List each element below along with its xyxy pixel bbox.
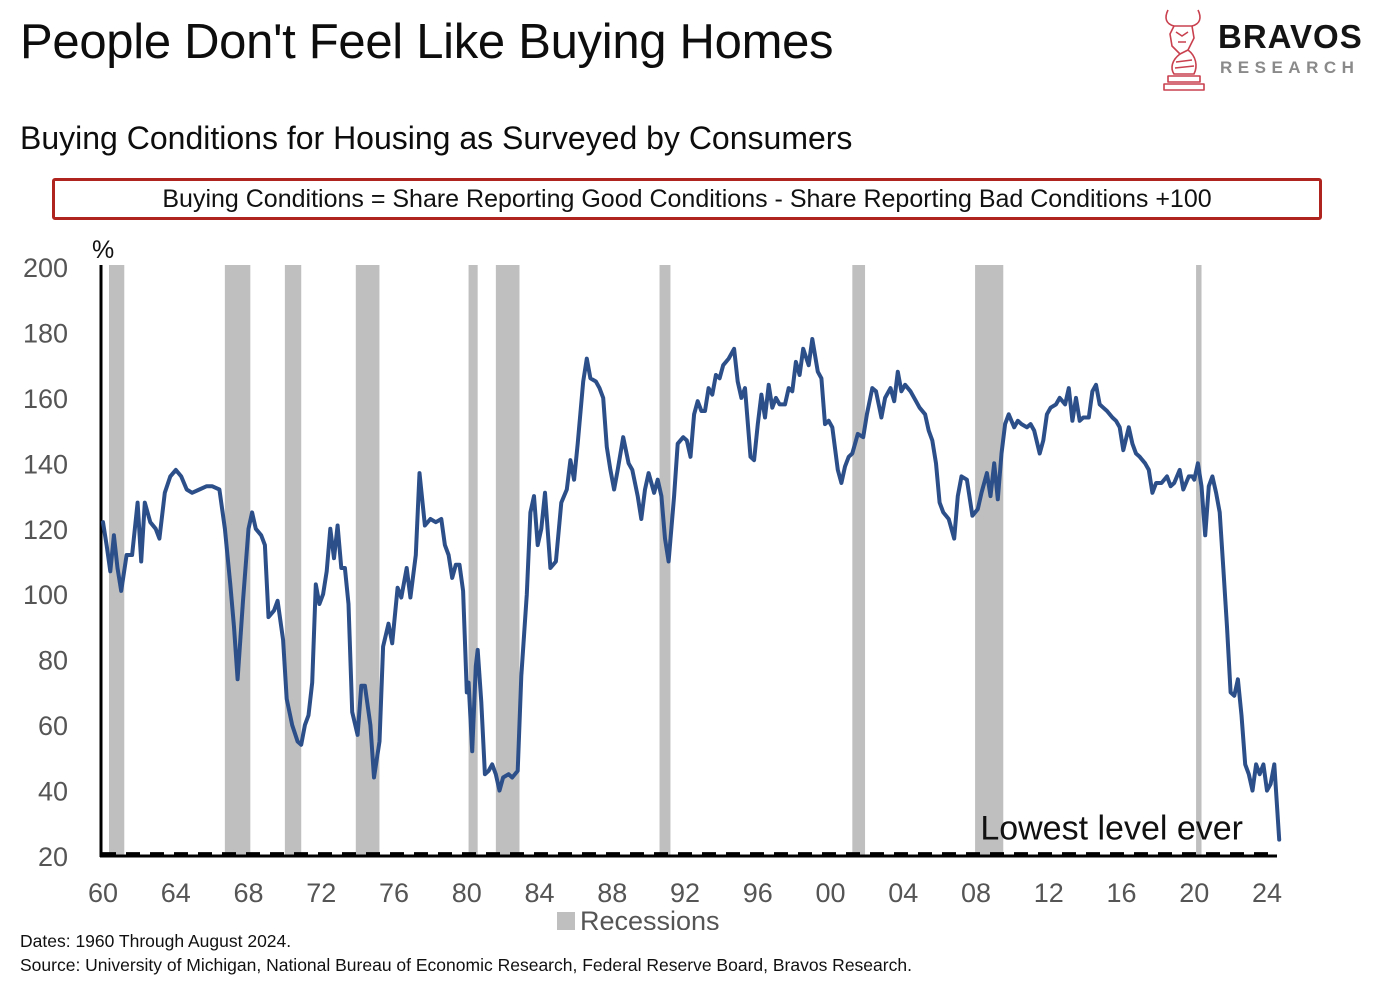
y-tick-label: 160 [23,384,68,414]
formula-text: Buying Conditions = Share Reporting Good… [162,184,1212,213]
x-tick-label: 88 [597,878,627,908]
x-tick-label: 72 [306,878,336,908]
recession-band [355,265,380,856]
y-tick-label: 60 [38,711,68,741]
legend-swatch-recessions [557,912,575,930]
recession-band [1196,265,1202,856]
y-unit-label: % [92,236,114,264]
footnote-dates: Dates: 1960 Through August 2024. [20,931,292,951]
y-tick-label: 180 [23,318,68,348]
formula-callout: Buying Conditions = Share Reporting Good… [52,178,1322,220]
x-tick-label: 24 [1252,878,1282,908]
footnote-source: Source: University of Michigan, National… [20,955,912,975]
y-tick-labels: 200 180 160 140 120 100 80 60 40 20 [23,253,68,872]
y-tick-label: 200 [23,253,68,283]
series-line [101,337,1282,842]
x-tick-label: 20 [1179,878,1209,908]
recession-band [284,265,302,856]
line-chart: 200 180 160 140 120 100 80 60 40 20 60 64 68 72 76 80 8… [23,236,1282,930]
x-tick-label: 84 [524,878,554,908]
x-tick-label: 60 [88,878,118,908]
brand-logo: BRAVOS RESEARCH [1158,6,1373,94]
x-tick-label: 96 [743,878,773,908]
recession-band [659,265,671,856]
y-tick-label: 140 [23,449,68,479]
recession-bands [109,265,1202,856]
chart-legend: Recessions [557,906,720,930]
legend-label-recessions: Recessions [580,906,720,930]
x-tick-label: 68 [233,878,263,908]
x-tick-label: 64 [161,878,191,908]
y-tick-label: 100 [23,580,68,610]
series-group [101,337,1282,842]
recession-band [468,265,478,856]
recession-band [495,265,520,856]
x-tick-label: 16 [1106,878,1136,908]
logo-wordmark: BRAVOS [1218,18,1363,55]
axes [99,265,1277,858]
x-tick-labels: 60 64 68 72 76 80 84 88 92 96 00 04 08 12 16 20 24 [88,878,1282,908]
x-tick-label: 00 [815,878,845,908]
logo-tagline: RESEARCH [1220,58,1360,77]
x-tick-label: 92 [670,878,700,908]
recession-band [975,265,1004,856]
chart-subtitle: Buying Conditions for Housing as Surveye… [20,120,853,156]
recession-band [852,265,866,856]
y-tick-label: 20 [38,842,68,872]
y-tick-label: 40 [38,777,68,807]
x-tick-label: 08 [961,878,991,908]
y-tick-label: 80 [38,646,68,676]
x-tick-label: 04 [888,878,918,908]
lowest-level-annotation: Lowest level ever [980,810,1243,848]
bull-chess-knight-icon [1163,9,1205,91]
y-tick-label: 120 [23,515,68,545]
x-tick-label: 76 [379,878,409,908]
x-tick-label: 12 [1034,878,1064,908]
chart-title: People Don't Feel Like Buying Homes [20,15,834,69]
x-tick-label: 80 [452,878,482,908]
